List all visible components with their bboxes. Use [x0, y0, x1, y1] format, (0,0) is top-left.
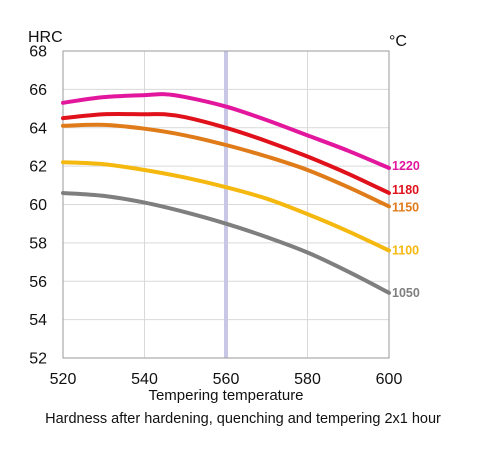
- chart-caption: Hardness after hardening, quenching and …: [45, 411, 441, 427]
- y-tick-label: 56: [29, 274, 47, 291]
- legend-unit-label: °C: [389, 33, 407, 50]
- y-tick-labels: 52 54 56 58 60 62 64 66 68: [29, 44, 47, 368]
- series-label-1180: 1180: [392, 183, 419, 197]
- series-label-1150: 1150: [392, 200, 419, 214]
- series-label-1100: 1100: [392, 244, 419, 258]
- series-label-1220: 1220: [392, 159, 420, 173]
- y-tick-label: 54: [29, 312, 47, 329]
- x-tick-label: 600: [376, 371, 403, 388]
- y-tick-label: 64: [29, 120, 47, 137]
- x-axis-label: Tempering temperature: [148, 387, 303, 404]
- series-lines: [61, 92, 391, 295]
- y-tick-label: 60: [29, 197, 47, 214]
- series-line-1220: [61, 92, 391, 170]
- x-tick-label: 540: [131, 371, 158, 388]
- x-tick-label: 520: [50, 371, 77, 388]
- series-line-1150: [61, 122, 391, 209]
- series-labels: 1220 1180 1150 1100 1050: [392, 159, 420, 300]
- series-line-1050: [61, 191, 391, 295]
- y-tick-label: 68: [29, 44, 47, 61]
- x-tick-labels: 520 540 560 580 600: [50, 371, 403, 388]
- y-axis-unit-label: HRC: [28, 29, 63, 46]
- series-label-1050: 1050: [392, 286, 420, 300]
- y-tick-label: 62: [29, 159, 47, 176]
- y-tick-label: 66: [29, 82, 47, 99]
- y-tick-label: 52: [29, 351, 47, 368]
- series-line-1180: [61, 112, 391, 195]
- series-line-1100: [61, 160, 391, 253]
- x-tick-label: 560: [213, 371, 240, 388]
- x-tick-label: 580: [294, 371, 321, 388]
- y-tick-label: 58: [29, 235, 47, 252]
